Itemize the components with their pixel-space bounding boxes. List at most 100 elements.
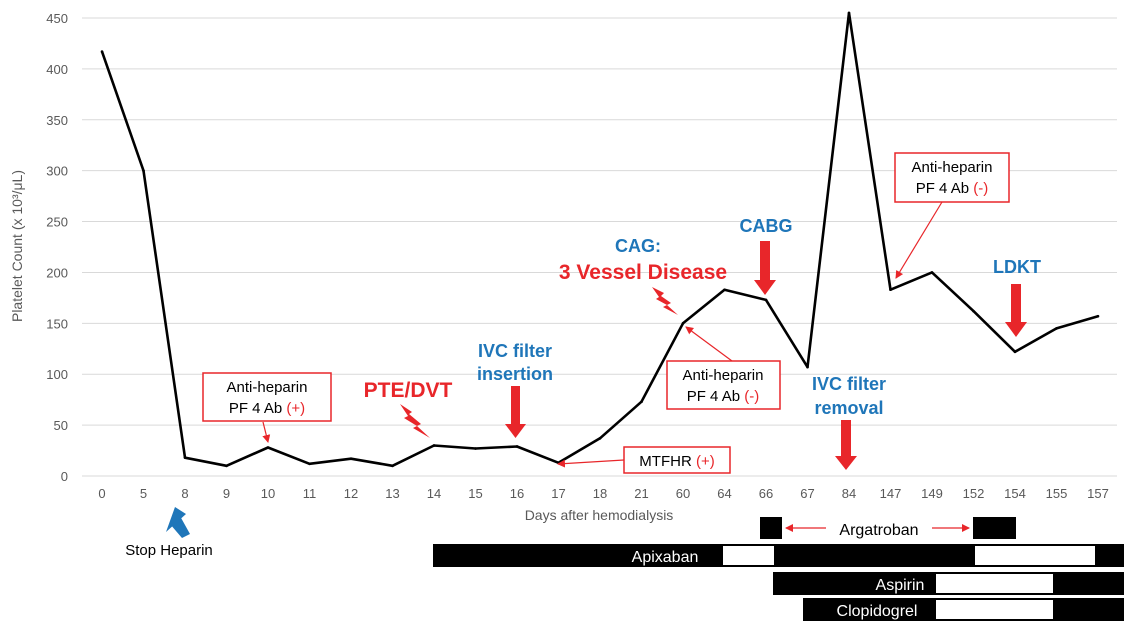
x-tick-label: 149	[921, 486, 943, 501]
x-tick-label: 154	[1004, 486, 1026, 501]
data-point	[889, 288, 892, 292]
y-tick-label: 200	[46, 265, 68, 280]
x-tick-label: 66	[759, 486, 773, 501]
svg-text:Anti-heparin: Anti-heparin	[683, 367, 764, 384]
x-tick-label: 0	[98, 486, 105, 501]
data-point	[1096, 314, 1100, 318]
x-tick-labels: 0 5 8 9 10 11 12 13 14 15 16 17 18 21 60 64 66 67 84 147 149…	[98, 486, 1108, 501]
data-point	[225, 464, 228, 468]
x-tick-label: 155	[1046, 486, 1068, 501]
svg-text:CABG: CABG	[740, 216, 793, 236]
annotation-stop-heparin: Stop Heparin	[125, 507, 213, 559]
data-point	[1055, 327, 1058, 330]
svg-text:Argatroban: Argatroban	[839, 522, 918, 539]
data-point	[432, 444, 436, 447]
svg-text:PTE/DVT: PTE/DVT	[364, 379, 453, 402]
x-tick-label: 10	[261, 486, 275, 501]
data-point	[349, 457, 353, 460]
svg-text:LDKT: LDKT	[993, 257, 1041, 277]
svg-text:removal: removal	[814, 398, 883, 418]
medication-aspirin: Aspirin	[773, 572, 1124, 595]
x-tick-label: 17	[551, 486, 565, 501]
x-axis-title: Days after hemodialysis	[525, 507, 674, 523]
x-tick-label: 9	[223, 486, 230, 501]
svg-text:Anti-heparin: Anti-heparin	[227, 379, 308, 396]
annotation-ivc-filter-insertion: IVC filter insertion	[477, 341, 553, 438]
annotation-anti-heparin-negative-1: Anti-heparin PF 4 Ab (-)	[666, 326, 781, 410]
medication-apixaban: Apixaban	[433, 544, 1124, 567]
data-point	[183, 456, 187, 459]
x-tick-label: 147	[880, 486, 902, 501]
data-point	[1013, 350, 1017, 354]
x-tick-label: 5	[140, 486, 147, 501]
data-point	[640, 400, 643, 404]
down-arrow-icon	[1005, 284, 1027, 337]
medication-argatroban: Argatroban	[760, 517, 1016, 539]
annotation-cabg: CABG	[740, 216, 793, 295]
y-tick-label: 50	[54, 418, 68, 433]
x-tick-label: 8	[181, 486, 188, 501]
x-tick-label: 21	[634, 486, 648, 501]
medication-clopidogrel: Clopidogrel	[803, 598, 1124, 621]
annotation-ivc-filter-removal: IVC filter removal	[812, 374, 886, 470]
data-point	[806, 365, 809, 369]
data-point	[764, 298, 768, 302]
y-tick-label: 350	[46, 113, 68, 128]
data-point	[474, 447, 477, 450]
data-point	[930, 271, 934, 274]
svg-text:PF 4 Ab (+): PF 4 Ab (+)	[229, 400, 305, 417]
annotation-pte-dvt: PTE/DVT	[364, 379, 453, 438]
y-tick-label: 300	[46, 164, 68, 179]
svg-text:insertion: insertion	[477, 364, 553, 384]
svg-text:MTFHR (+): MTFHR (+)	[639, 453, 714, 470]
data-point	[266, 446, 270, 449]
data-point	[681, 322, 685, 325]
svg-text:IVC filter: IVC filter	[812, 374, 886, 394]
svg-text:Aspirin: Aspirin	[876, 577, 925, 594]
svg-text:Stop Heparin: Stop Heparin	[125, 542, 213, 559]
svg-text:PF 4 Ab (-): PF 4 Ab (-)	[916, 180, 989, 197]
y-tick-label: 450	[46, 11, 68, 26]
data-point	[100, 50, 104, 53]
x-tick-label: 15	[468, 486, 482, 501]
data-point	[142, 169, 145, 172]
data-point	[847, 11, 851, 15]
svg-text:IVC filter: IVC filter	[478, 341, 552, 361]
y-axis-title: Platelet Count (x 10³/μL)	[9, 170, 25, 322]
lightning-icon	[400, 404, 430, 438]
down-arrow-icon	[835, 420, 857, 470]
x-tick-label: 64	[717, 486, 731, 501]
annotation-cag: CAG: 3 Vessel Disease	[559, 236, 727, 315]
x-tick-label: 14	[427, 486, 441, 501]
annotation-anti-heparin-negative-2: Anti-heparin PF 4 Ab (-)	[894, 152, 1010, 279]
x-tick-label: 18	[593, 486, 607, 501]
svg-text:Clopidogrel: Clopidogrel	[837, 603, 918, 620]
svg-text:Anti-heparin: Anti-heparin	[912, 159, 993, 176]
y-tick-label: 400	[46, 62, 68, 77]
x-tick-label: 11	[303, 486, 317, 501]
x-tick-label: 13	[385, 486, 399, 501]
lightning-icon	[652, 287, 678, 315]
svg-text:PF 4 Ab (-): PF 4 Ab (-)	[687, 388, 760, 405]
data-point	[972, 309, 975, 313]
data-point	[723, 288, 726, 292]
svg-text:Apixaban: Apixaban	[632, 549, 699, 566]
series-line	[100, 11, 1100, 468]
down-arrow-icon	[754, 241, 776, 295]
svg-text:3 Vessel Disease: 3 Vessel Disease	[559, 261, 727, 284]
data-point	[308, 462, 311, 466]
svg-text:CAG:: CAG:	[615, 236, 661, 256]
data-point	[598, 437, 602, 440]
y-tick-label: 100	[46, 367, 68, 382]
x-tick-label: 157	[1087, 486, 1109, 501]
y-tick-labels: 0 50 100 150 200 250 300 350 400 450	[46, 11, 68, 484]
y-tick-label: 150	[46, 316, 68, 331]
data-point	[391, 464, 394, 468]
x-tick-label: 16	[510, 486, 524, 501]
down-arrow-icon	[505, 386, 526, 438]
x-tick-label: 152	[963, 486, 985, 501]
x-tick-label: 60	[676, 486, 690, 501]
data-point	[515, 445, 519, 448]
annotation-anti-heparin-positive: Anti-heparin PF 4 Ab (+)	[202, 372, 332, 443]
